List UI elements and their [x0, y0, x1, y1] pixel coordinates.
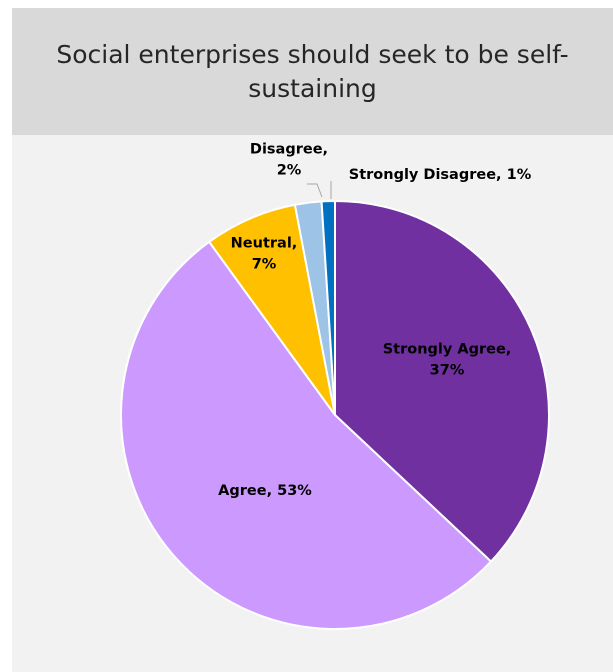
chart-title: Social enterprises should seek to be sel…	[56, 39, 569, 103]
data-label-neutral: Neutral, 7%	[231, 236, 298, 273]
pie-slice-agree	[120, 240, 493, 630]
pie-slice-strongly-disagree	[320, 199, 336, 416]
data-label-agree: Agree, 53%	[218, 483, 312, 499]
pie-slices	[120, 199, 550, 630]
data-label-strongly-disagree: Strongly Disagree, 1%	[349, 167, 532, 183]
pie-slice-strongly-agree	[334, 199, 550, 563]
chart-title-band: Social enterprises should seek to be sel…	[12, 8, 613, 135]
leader-lines	[307, 181, 332, 199]
leader-line-disagree	[307, 183, 323, 198]
data-label-strongly-agree: Strongly Agree, 37%	[383, 342, 512, 379]
data-labels: Strongly Agree, 37% Agree, 53% Neutral, 7% Di…	[218, 142, 532, 500]
data-label-disagree: Disagree, 2%	[250, 142, 328, 179]
